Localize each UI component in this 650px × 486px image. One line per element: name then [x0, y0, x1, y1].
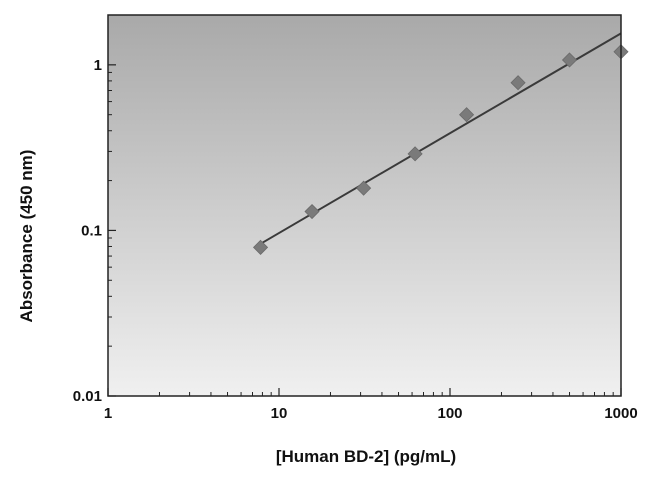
- y-tick-label: 0.01: [73, 388, 102, 405]
- data-point: [407, 146, 423, 162]
- data-point: [510, 75, 526, 91]
- fit-line: [260, 32, 622, 245]
- x-tick-label: 1000: [604, 405, 637, 422]
- data-point: [304, 203, 320, 220]
- data-point: [356, 180, 372, 196]
- plot-frame: [107, 14, 622, 397]
- y-axis-title: Absorbance (450 nm): [17, 150, 36, 323]
- data-point: [561, 52, 578, 68]
- x-axis-title: [Human BD-2] (pg/mL): [276, 447, 456, 466]
- data-point: [459, 107, 475, 123]
- x-tick-label: 10: [271, 405, 288, 422]
- data-point: [252, 239, 269, 255]
- x-tick-label: 100: [437, 405, 462, 422]
- y-tick-label: 1: [94, 57, 102, 74]
- x-tick-label: 1: [104, 405, 112, 422]
- plot-area: [108, 15, 621, 396]
- y-tick-label: 0.1: [81, 222, 102, 239]
